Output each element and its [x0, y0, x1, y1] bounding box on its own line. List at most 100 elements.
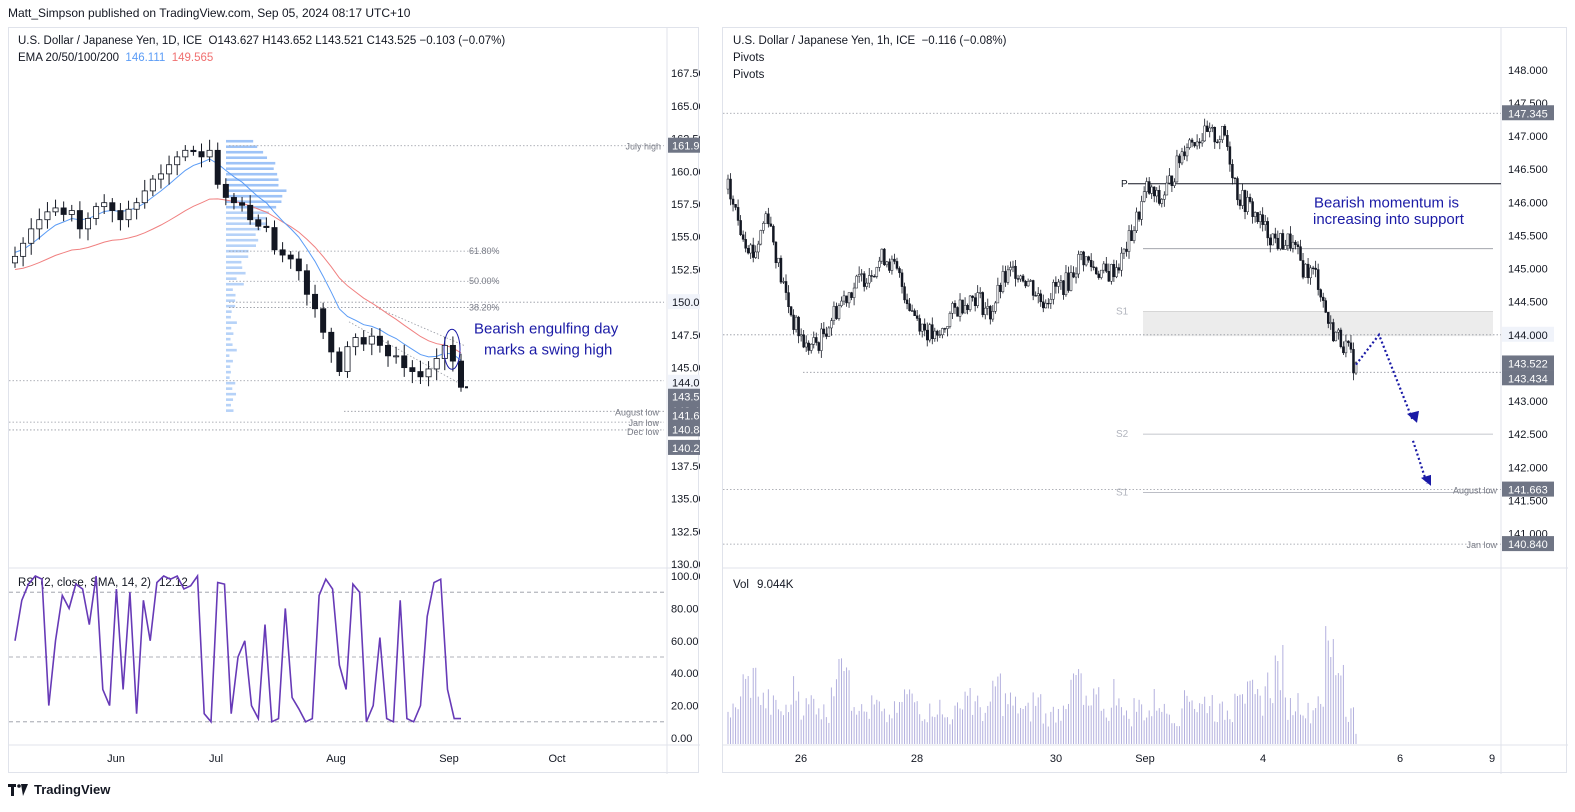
- hourly-x-tick: 9: [1489, 753, 1495, 765]
- hourly-candle-body: [817, 342, 821, 351]
- hourly-candle-body: [984, 307, 987, 315]
- daily-candle-body: [328, 331, 335, 353]
- volume-profile-bar: [226, 282, 244, 286]
- hourly-candle-body: [905, 299, 909, 305]
- daily-candle-body: [190, 149, 197, 153]
- hourly-price-tag-text: 143.434: [1508, 373, 1548, 385]
- hourly-candle-body: [1266, 221, 1269, 239]
- hourly-y-tick: 145.000: [1508, 264, 1548, 276]
- hourly-candle-body: [996, 284, 1000, 304]
- volume-profile-bar: [226, 299, 236, 302]
- hourly-candle-body: [1021, 275, 1025, 282]
- left-y-tick: 137.500: [671, 461, 700, 473]
- pivot-s1-label: S1: [1116, 307, 1129, 318]
- hourly-candle-body: [900, 272, 904, 287]
- daily-candle-body: [109, 202, 116, 211]
- left-y-tick: 157.500: [671, 199, 700, 211]
- hourly-candle-body: [915, 315, 919, 319]
- daily-x-tick: Oct: [548, 753, 565, 765]
- hourly-candle-body: [936, 330, 939, 336]
- hourly-x-tick: 30: [1050, 753, 1062, 765]
- pivots-legend-1: Pivots: [733, 52, 765, 64]
- hourly-candle-body: [729, 178, 732, 200]
- daily-candle-body: [125, 208, 132, 221]
- hourly-candle-body: [981, 292, 984, 315]
- daily-candle-body: [393, 355, 400, 358]
- hourly-candle-body: [1309, 267, 1312, 279]
- hourly-symbol-title: U.S. Dollar / Japanese Yen, 1h, ICE: [733, 35, 916, 47]
- daily-candle-body: [239, 202, 246, 206]
- daily-price-tag: [668, 294, 700, 310]
- volume-profile-bar: [226, 304, 236, 308]
- hourly-candle-body: [1039, 293, 1042, 303]
- hourly-candle-body: [840, 300, 843, 306]
- hourly-candle-body: [749, 244, 752, 254]
- hourly-candle-body: [1163, 194, 1166, 200]
- volume-profile-bar: [226, 145, 258, 149]
- daily-candle-body: [303, 270, 310, 295]
- hourly-candle-body: [958, 299, 962, 317]
- hourly-candle-body: [1291, 241, 1295, 249]
- hourly-candle-body: [946, 326, 949, 329]
- hourly-candle-body: [815, 337, 818, 343]
- hourly-candle-body: [1044, 302, 1048, 309]
- hourly-candle-body: [857, 274, 861, 277]
- hourly-candle-body: [973, 297, 977, 307]
- hourly-candle-body: [948, 313, 952, 327]
- daily-candle-body: [425, 368, 432, 378]
- hourly-change-value: −0.116 (−0.08%): [921, 35, 1007, 47]
- hourly-price-tag-text: 143.522: [1508, 358, 1548, 370]
- left-y-tick: 130.000: [671, 559, 700, 571]
- august-low-label: August low: [615, 407, 660, 417]
- volume-profile-bar: [226, 216, 267, 220]
- daily-candle-body: [417, 371, 424, 378]
- hourly-candle-body: [1218, 139, 1222, 143]
- hourly-candle-body: [837, 305, 841, 319]
- hourly-candle-body: [1062, 280, 1065, 295]
- daily-x-tick: Aug: [326, 753, 346, 765]
- hourly-candle-body: [1279, 233, 1282, 249]
- hourly-y-tick: 143.000: [1508, 396, 1548, 408]
- hourly-candle-body: [1110, 264, 1113, 282]
- volume-profile-bar: [226, 156, 268, 160]
- hourly-candle-body: [1087, 256, 1090, 261]
- hourly-candle-body: [1193, 142, 1196, 147]
- hourly-candle-body: [1074, 273, 1078, 278]
- hourly-candle-body: [1213, 127, 1217, 143]
- hourly-candle-body: [792, 314, 795, 330]
- daily-candle-body: [60, 207, 67, 215]
- volume-profile-bar: [226, 233, 256, 236]
- volume-profile-bar: [226, 183, 279, 187]
- hourly-candle-body: [1089, 260, 1093, 268]
- daily-price-tag: [668, 407, 700, 423]
- daily-price-tag-text: 141.663: [672, 410, 700, 422]
- hourly-candle-body: [1105, 263, 1108, 272]
- pivot-s1-prev-label: S1: [1116, 487, 1129, 498]
- pivots-legend-2: Pivots: [733, 69, 765, 81]
- hourly-price-tag: [1502, 536, 1554, 552]
- fib-label: 61.80%: [469, 246, 500, 256]
- hourly-candle-body: [1145, 181, 1148, 192]
- hourly-candle-body: [903, 286, 906, 301]
- daily-candle-body: [12, 255, 18, 264]
- hourly-candle-body: [898, 268, 901, 274]
- volume-profile-bar: [226, 354, 230, 357]
- hourly-chart-panel[interactable]: U.S. Dollar / Japanese Yen, 1h, ICE −0.1…: [722, 27, 1568, 774]
- volume-profile-bar: [226, 288, 233, 291]
- left-y-tick: 135.000: [671, 494, 700, 506]
- hourly-candle-body: [1057, 281, 1060, 287]
- hourly-candle-body: [1352, 349, 1355, 374]
- hourly-price-tag: [1502, 326, 1554, 342]
- hourly-candle-body: [908, 303, 911, 311]
- daily-candle-body: [401, 355, 408, 369]
- hourly-candle-body: [1198, 141, 1201, 144]
- daily-last-tick: [465, 386, 468, 389]
- daily-chart-panel[interactable]: U.S. Dollar / Japanese Yen, 1D, ICE O143…: [8, 27, 700, 774]
- hourly-price-tag: [1502, 105, 1554, 121]
- hourly-candle-body: [943, 328, 947, 330]
- hourly-candle-body: [804, 342, 808, 348]
- volume-profile-bar: [226, 167, 274, 171]
- wedge-line-lower: [348, 321, 465, 387]
- hourly-candle-body: [1026, 281, 1030, 287]
- hourly-candle-body: [769, 223, 773, 227]
